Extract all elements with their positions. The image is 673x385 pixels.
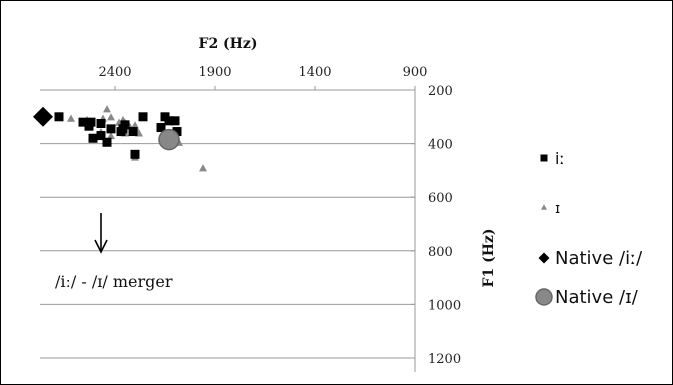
point-square	[102, 137, 112, 147]
legend-marker-circle	[535, 288, 553, 306]
y-tick-label: 1200	[428, 352, 461, 367]
point-square	[84, 121, 94, 131]
point-square	[96, 131, 106, 141]
legend: iː ɪ Native /iː/Native /ɪ/	[535, 149, 643, 308]
x-axis-title: F2 (Hz)	[199, 36, 258, 52]
y-tick-label: 800	[428, 245, 453, 260]
legend-label: ɪ	[555, 201, 560, 217]
point-square	[130, 149, 140, 159]
x-tick-label: 2400	[98, 65, 131, 80]
point-triangle	[103, 105, 111, 113]
point-triangle	[67, 114, 75, 122]
point-square	[138, 112, 148, 122]
point-square	[78, 117, 88, 127]
y-tick-label: 1000	[428, 298, 461, 313]
y-tick-labels: 200 400 600 800 1000 1200	[411, 84, 461, 367]
legend-marker-square	[540, 154, 548, 162]
y-tick-label: 200	[428, 84, 453, 99]
point-square	[54, 112, 64, 122]
point-square	[88, 133, 98, 143]
point-square	[106, 124, 116, 134]
arrow-head	[94, 239, 108, 254]
merger-annotation: /iː/ - /ɪ/ merger	[55, 272, 173, 291]
legend-label: Native /iː/	[555, 248, 643, 269]
point-square	[164, 116, 174, 126]
point-diamond	[33, 106, 53, 127]
point-triangle	[107, 131, 115, 140]
legend-marker-triangle	[541, 204, 547, 210]
point-square	[156, 123, 166, 133]
point-square	[116, 127, 126, 137]
legend-label: Native /ɪ/	[555, 287, 639, 308]
legend-marker-diamond	[538, 252, 550, 264]
merger-arrow	[94, 213, 108, 254]
point-square	[128, 127, 138, 137]
x-tick-label: 900	[403, 65, 428, 80]
point-triangle	[199, 164, 207, 172]
y-tick-label: 600	[428, 191, 453, 206]
y-tick-label: 400	[428, 138, 453, 153]
point-square	[170, 116, 180, 126]
point-circle	[158, 128, 180, 151]
x-tick-labels: 2400 1900 1400 900	[98, 65, 428, 90]
y-axis-title: F1 (Hz)	[481, 229, 497, 288]
point-square	[96, 119, 106, 128]
point-triangle	[107, 113, 115, 121]
legend-label: iː	[555, 149, 565, 168]
data-points	[33, 105, 207, 172]
x-tick-label: 1400	[298, 65, 331, 80]
x-tick-label: 1900	[198, 65, 231, 80]
point-square	[172, 127, 182, 137]
